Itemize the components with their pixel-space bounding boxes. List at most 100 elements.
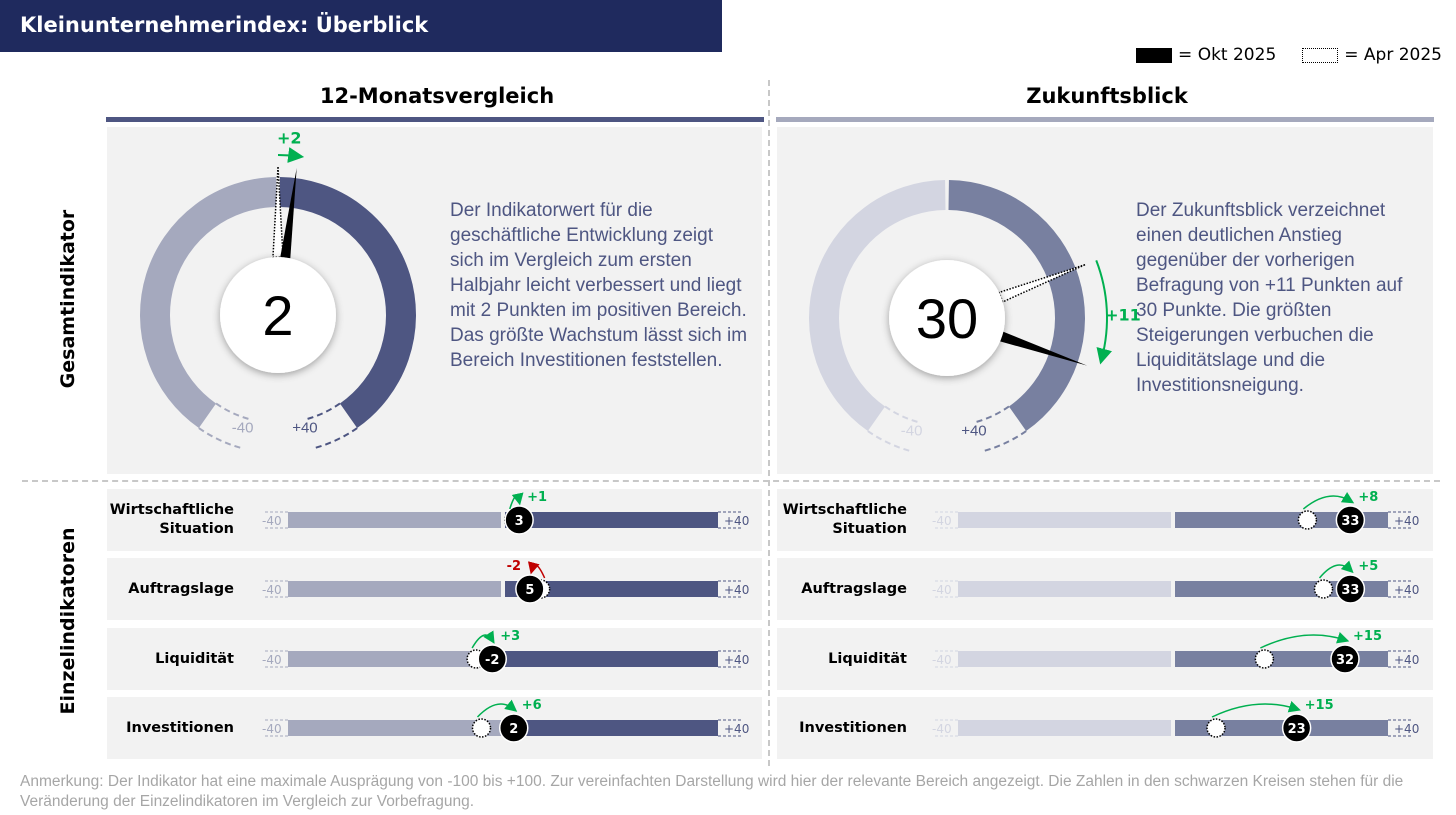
indicator-change-arrow bbox=[1318, 560, 1354, 579]
footnote: Anmerkung: Der Indikator hat eine maxima… bbox=[20, 773, 1404, 810]
page-title: Kleinunternehmerindex: Überblick bbox=[0, 0, 722, 52]
gauge-change-arrow bbox=[277, 147, 305, 163]
indicator-marker-current bbox=[1330, 644, 1360, 674]
gauge-needle-current bbox=[1000, 331, 1088, 366]
indicator-value: 32 bbox=[1336, 653, 1354, 668]
gauge-needle-previous bbox=[272, 166, 284, 258]
indicator-marker-current bbox=[504, 505, 534, 535]
gauge-center-circle bbox=[889, 260, 1005, 376]
legend: = Okt 2025 = Apr 2025 bbox=[1116, 45, 1442, 65]
indicator-change-label: +5 bbox=[1358, 559, 1378, 574]
indicator-change-arrow bbox=[471, 630, 495, 649]
indicator-change-arrow bbox=[1211, 700, 1301, 718]
indicator-max-label: +40 bbox=[724, 583, 749, 597]
indicator-bar-negative bbox=[288, 581, 501, 597]
indicator-label: Wirtschaftliche Situation bbox=[109, 502, 234, 537]
indicator-label: Liquidität bbox=[155, 651, 234, 667]
gauge-needle-current bbox=[280, 168, 297, 259]
gauge-panel-left bbox=[107, 127, 762, 474]
indicator-bar-positive bbox=[505, 651, 718, 667]
indicator-bar-negative bbox=[958, 720, 1171, 736]
gauge-range-extension bbox=[313, 427, 358, 450]
indicator-min-label: -40 bbox=[932, 653, 952, 667]
indicator-range-extension bbox=[1388, 511, 1412, 529]
gauge-min-label: -40 bbox=[232, 419, 254, 436]
indicator-range-extension bbox=[1388, 650, 1412, 668]
indicator-bar-positive bbox=[1175, 581, 1388, 597]
indicator-change-label: +1 bbox=[527, 490, 547, 505]
legend-label-apr: = Apr 2025 bbox=[1344, 45, 1442, 65]
indicator-marker-previous bbox=[1297, 510, 1318, 530]
indicator-marker-previous bbox=[1206, 718, 1226, 738]
indicator-marker-current bbox=[1281, 713, 1312, 743]
indicator-range-extension bbox=[718, 719, 742, 737]
indicator-range-extension bbox=[934, 511, 958, 529]
indicator-range-extension bbox=[934, 580, 958, 598]
gauge-panel-right bbox=[777, 127, 1433, 474]
gauge-max-label: +40 bbox=[292, 419, 317, 436]
indicator-value: 33 bbox=[1341, 514, 1359, 529]
indicator-change-label: +3 bbox=[500, 629, 520, 644]
indicator-bar-positive bbox=[505, 581, 718, 597]
indicator-bar-positive bbox=[1175, 720, 1388, 736]
gauge-min-label: -40 bbox=[901, 422, 923, 439]
indicator-max-label: +40 bbox=[1394, 722, 1419, 736]
gauge-change-arrow bbox=[1095, 259, 1113, 365]
indicator-max-label: +40 bbox=[1394, 514, 1419, 528]
indicator-bar-negative bbox=[288, 651, 501, 667]
indicator-marker-current bbox=[515, 574, 545, 604]
indicator-value: 3 bbox=[515, 514, 524, 529]
indicator-bar-negative bbox=[958, 651, 1171, 667]
indicator-range-extension bbox=[718, 511, 742, 529]
indicator-range-extension bbox=[1388, 580, 1412, 598]
gauge-text-left: Der Indikatorwert für die geschäftliche … bbox=[450, 200, 748, 371]
indicator-value: 5 bbox=[525, 583, 534, 598]
gauge-value: 2 bbox=[262, 284, 293, 347]
column-header-zukunftsblick: Zukunftsblick bbox=[1026, 84, 1188, 108]
indicator-bar-negative bbox=[958, 581, 1171, 597]
indicator-marker-current bbox=[1335, 505, 1366, 535]
gauge-range-extension bbox=[867, 430, 912, 453]
gauge-negative-arc bbox=[140, 177, 277, 429]
indicator-bar-negative bbox=[958, 512, 1171, 528]
indicator-max-label: +40 bbox=[1394, 583, 1419, 597]
gauge-change-label: +2 bbox=[277, 128, 302, 147]
gauge-range-extension bbox=[982, 430, 1027, 453]
indicator-bar-negative bbox=[288, 512, 501, 528]
indicator-label: Investitionen bbox=[126, 720, 234, 736]
indicator-min-label: -40 bbox=[932, 583, 952, 597]
indicator-marker-current bbox=[1335, 574, 1366, 604]
indicator-marker-previous bbox=[1254, 649, 1275, 669]
gauge-text-right: Der Zukunftsblick verzeichnet einen deut… bbox=[1136, 200, 1403, 396]
column-header-12-monatsvergleich: 12-Monatsvergleich bbox=[319, 84, 555, 108]
indicator-bar-positive bbox=[505, 720, 718, 736]
indicator-range-extension bbox=[718, 580, 742, 598]
indicator-change-label: +6 bbox=[522, 698, 542, 713]
indicator-value: 2 bbox=[509, 722, 518, 737]
gauge-negative-arc bbox=[809, 180, 946, 432]
indicator-range-extension bbox=[264, 719, 288, 737]
indicator-min-label: -40 bbox=[262, 653, 282, 667]
indicator-min-label: -40 bbox=[262, 583, 282, 597]
indicator-change-label: -2 bbox=[507, 559, 521, 574]
gauge-center-circle bbox=[220, 257, 336, 373]
indicator-range-extension bbox=[264, 580, 288, 598]
indicator-min-label: -40 bbox=[262, 722, 282, 736]
indicator-change-arrow bbox=[1260, 631, 1350, 649]
column-underline bbox=[776, 117, 1434, 122]
indicator-max-label: +40 bbox=[724, 653, 749, 667]
horizontal-divider bbox=[22, 480, 1440, 482]
gauge-positive-arc bbox=[948, 180, 1085, 432]
column-underline bbox=[106, 117, 764, 122]
indicator-label: Liquidität bbox=[828, 651, 907, 667]
indicator-range-extension bbox=[934, 719, 958, 737]
legend-swatch-apr bbox=[1302, 47, 1339, 63]
indicator-label: Investitionen bbox=[799, 720, 907, 736]
indicator-change-label: +8 bbox=[1358, 490, 1378, 505]
indicator-label: Auftragslage bbox=[128, 581, 234, 597]
gauge-needle-previous bbox=[998, 263, 1086, 303]
legend-swatch-okt bbox=[1136, 47, 1173, 63]
indicator-min-label: -40 bbox=[932, 514, 952, 528]
legend-label-okt: = Okt 2025 bbox=[1178, 45, 1277, 65]
